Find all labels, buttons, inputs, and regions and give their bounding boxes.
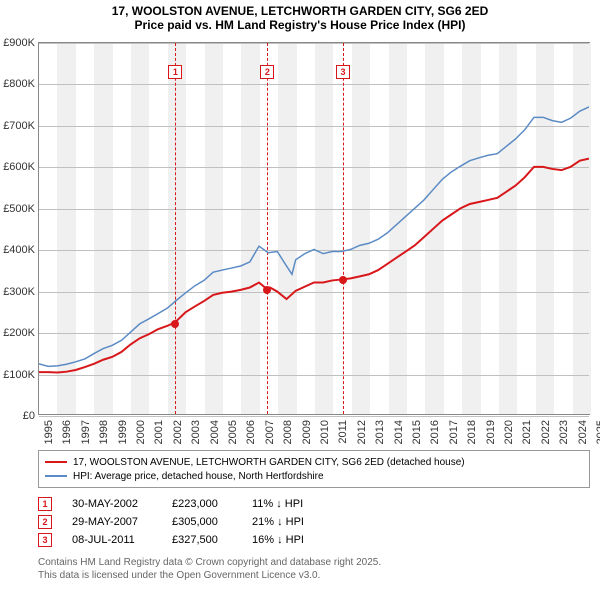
x-tick-label: 2015 bbox=[411, 420, 423, 444]
event-point bbox=[339, 276, 347, 284]
event-delta: 11% ↓ HPI bbox=[252, 498, 332, 510]
x-tick-label: 1999 bbox=[117, 420, 129, 444]
chart-subtitle: Price paid vs. HM Land Registry's House … bbox=[0, 18, 600, 32]
plot-area: £0£100K£200K£300K£400K£500K£600K£700K£80… bbox=[38, 42, 590, 415]
x-tick-label: 2001 bbox=[153, 420, 165, 444]
event-row: 3 08-JUL-2011 £327,500 16% ↓ HPI bbox=[38, 531, 332, 549]
event-date: 08-JUL-2011 bbox=[72, 534, 152, 546]
event-price: £327,500 bbox=[172, 534, 232, 546]
y-tick-label: £0 bbox=[0, 410, 35, 422]
x-tick-label: 2020 bbox=[503, 420, 515, 444]
legend-item-price: 17, WOOLSTON AVENUE, LETCHWORTH GARDEN C… bbox=[45, 455, 583, 469]
y-tick-label: £300K bbox=[0, 286, 35, 298]
event-price: £305,000 bbox=[172, 516, 232, 528]
event-row: 2 29-MAY-2007 £305,000 21% ↓ HPI bbox=[38, 513, 332, 531]
x-tick-label: 2005 bbox=[227, 420, 239, 444]
x-tick-label: 2012 bbox=[356, 420, 368, 444]
x-tick-label: 2017 bbox=[448, 420, 460, 444]
event-marker-box: 1 bbox=[168, 65, 182, 79]
chart-title: 17, WOOLSTON AVENUE, LETCHWORTH GARDEN C… bbox=[0, 0, 600, 18]
x-tick-label: 2004 bbox=[209, 420, 221, 444]
event-row: 1 30-MAY-2002 £223,000 11% ↓ HPI bbox=[38, 495, 332, 513]
event-delta: 16% ↓ HPI bbox=[252, 534, 332, 546]
event-date: 29-MAY-2007 bbox=[72, 516, 152, 528]
x-tick-label: 2002 bbox=[172, 420, 184, 444]
event-badge: 3 bbox=[38, 533, 52, 547]
x-tick-label: 2007 bbox=[264, 420, 276, 444]
x-tick-label: 2011 bbox=[337, 420, 349, 444]
y-tick-label: £800K bbox=[0, 78, 35, 90]
x-tick-label: 2013 bbox=[374, 420, 386, 444]
footer-line-2: This data is licensed under the Open Gov… bbox=[38, 569, 381, 582]
x-tick-label: 2014 bbox=[393, 420, 405, 444]
legend-label-hpi: HPI: Average price, detached house, Nort… bbox=[73, 471, 324, 482]
x-tick-label: 2022 bbox=[540, 420, 552, 444]
legend: 17, WOOLSTON AVENUE, LETCHWORTH GARDEN C… bbox=[38, 450, 590, 488]
event-marker-box: 2 bbox=[260, 65, 274, 79]
event-date: 30-MAY-2002 bbox=[72, 498, 152, 510]
y-tick-label: £500K bbox=[0, 203, 35, 215]
event-marker-box: 3 bbox=[336, 65, 350, 79]
legend-swatch-price bbox=[45, 461, 67, 463]
gridline bbox=[39, 416, 589, 417]
x-tick-label: 2009 bbox=[301, 420, 313, 444]
x-tick-label: 2000 bbox=[135, 420, 147, 444]
footer-line-1: Contains HM Land Registry data © Crown c… bbox=[38, 556, 381, 569]
x-tick-label: 2021 bbox=[521, 420, 533, 444]
legend-swatch-hpi bbox=[45, 475, 67, 477]
event-point bbox=[263, 286, 271, 294]
x-tick-label: 2018 bbox=[466, 420, 478, 444]
series-line bbox=[39, 107, 589, 366]
event-point bbox=[171, 320, 179, 328]
x-tick-label: 1996 bbox=[61, 420, 73, 444]
y-tick-label: £600K bbox=[0, 161, 35, 173]
x-tick-label: 1997 bbox=[80, 420, 92, 444]
x-tick-label: 2024 bbox=[577, 420, 589, 444]
figure: 17, WOOLSTON AVENUE, LETCHWORTH GARDEN C… bbox=[0, 0, 600, 590]
y-tick-label: £900K bbox=[0, 37, 35, 49]
legend-item-hpi: HPI: Average price, detached house, Nort… bbox=[45, 469, 583, 483]
attribution-footer: Contains HM Land Registry data © Crown c… bbox=[38, 556, 381, 582]
y-tick-label: £100K bbox=[0, 369, 35, 381]
events-table: 1 30-MAY-2002 £223,000 11% ↓ HPI 2 29-MA… bbox=[38, 495, 332, 549]
line-series-layer bbox=[39, 43, 589, 415]
x-tick-label: 2019 bbox=[485, 420, 497, 444]
x-tick-label: 2016 bbox=[429, 420, 441, 444]
event-badge: 1 bbox=[38, 497, 52, 511]
x-tick-label: 2023 bbox=[558, 420, 570, 444]
y-tick-label: £200K bbox=[0, 327, 35, 339]
event-delta: 21% ↓ HPI bbox=[252, 516, 332, 528]
x-tick-label: 2006 bbox=[245, 420, 257, 444]
event-price: £223,000 bbox=[172, 498, 232, 510]
y-tick-label: £700K bbox=[0, 120, 35, 132]
x-tick-label: 2003 bbox=[190, 420, 202, 444]
event-badge: 2 bbox=[38, 515, 52, 529]
x-tick-label: 1995 bbox=[43, 420, 55, 444]
x-tick-label: 1998 bbox=[98, 420, 110, 444]
x-tick-label: 2008 bbox=[282, 420, 294, 444]
x-tick-label: 2025 bbox=[595, 420, 600, 444]
x-tick-label: 2010 bbox=[319, 420, 331, 444]
y-tick-label: £400K bbox=[0, 244, 35, 256]
legend-label-price: 17, WOOLSTON AVENUE, LETCHWORTH GARDEN C… bbox=[73, 457, 465, 468]
